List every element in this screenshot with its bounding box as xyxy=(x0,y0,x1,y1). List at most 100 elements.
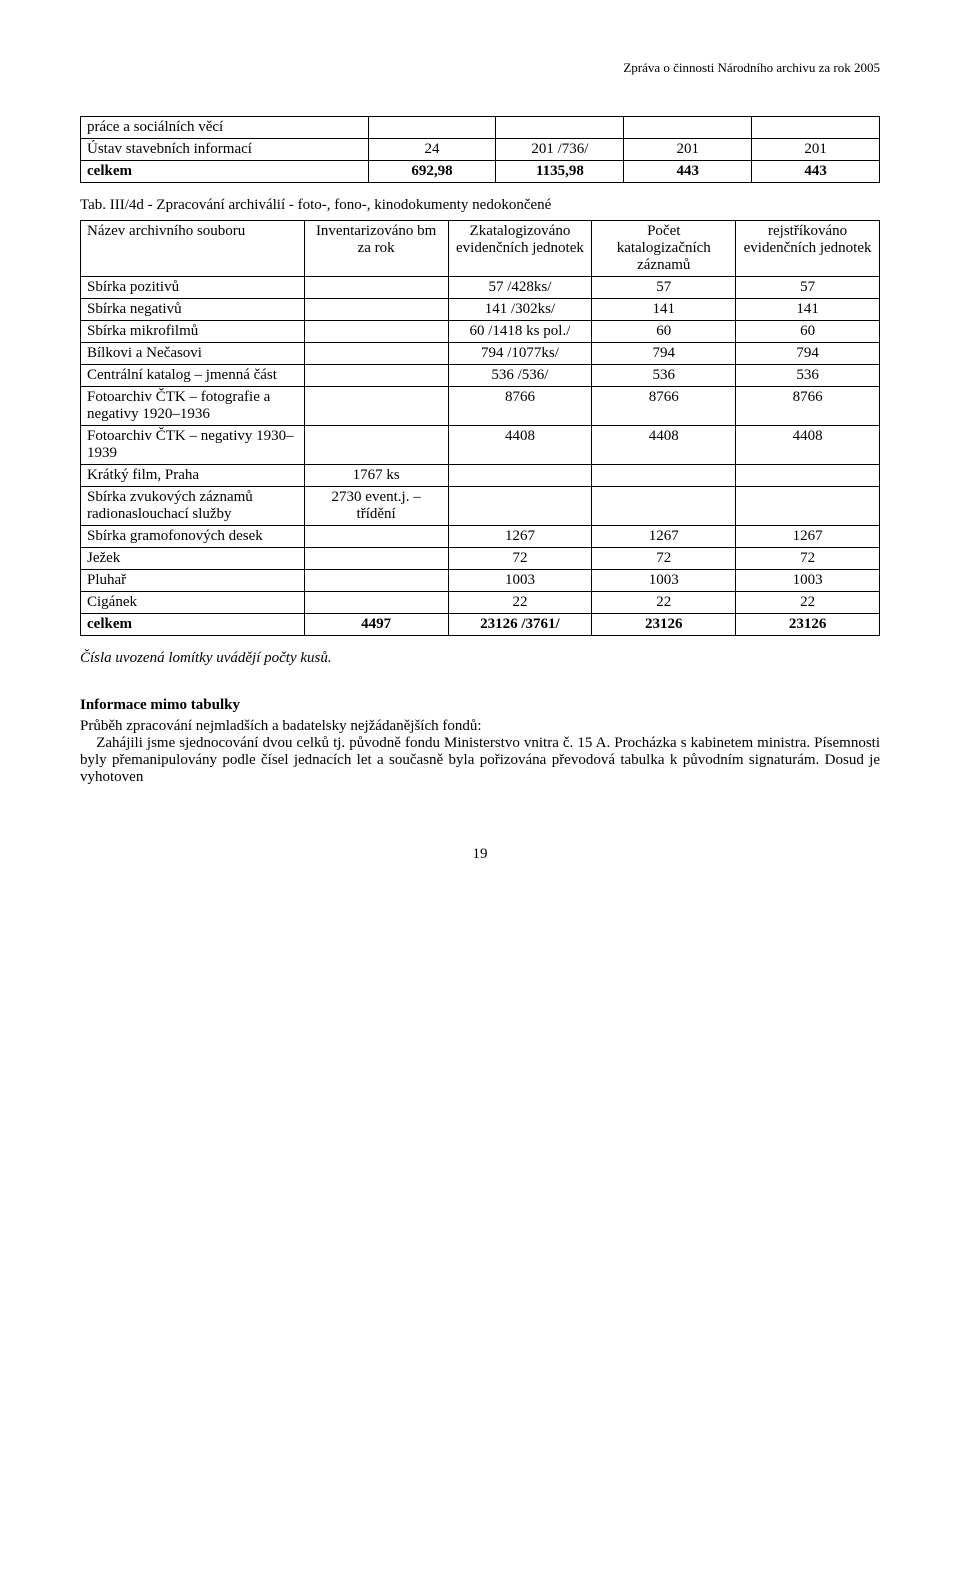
table-cell: 57 xyxy=(592,277,736,299)
table-cell: 22 xyxy=(736,592,880,614)
table-cell: 1003 xyxy=(736,570,880,592)
table-cell xyxy=(496,117,624,139)
table-cell: celkem xyxy=(81,614,305,636)
table-cell xyxy=(592,465,736,487)
table-cell xyxy=(304,548,448,570)
table-cell xyxy=(304,365,448,387)
table-cell: Krátký film, Praha xyxy=(81,465,305,487)
table-cell xyxy=(624,117,752,139)
table-cell: 1267 xyxy=(592,526,736,548)
table-continuation: práce a sociálních věcíÚstav stavebních … xyxy=(80,116,880,183)
table-cell: 141 xyxy=(736,299,880,321)
table-cell: Sbírka zvukových záznamů radionaslouchac… xyxy=(81,487,305,526)
table-note: Čísla uvozená lomítky uvádějí počty kusů… xyxy=(80,650,880,667)
table-cell: Sbírka gramofonových desek xyxy=(81,526,305,548)
table-row: Sbírka mikrofilmů60 /1418 ks pol./6060 xyxy=(81,321,880,343)
table2-caption: Tab. III/4d - Zpracování archiválií - fo… xyxy=(80,197,880,214)
table-cell: 23126 /3761/ xyxy=(448,614,592,636)
table-cell: 8766 xyxy=(736,387,880,426)
table-cell: 1003 xyxy=(592,570,736,592)
table-header-cell: Zkatalogizováno evidenčních jednotek xyxy=(448,221,592,277)
table-cell: 4497 xyxy=(304,614,448,636)
table-cell: 22 xyxy=(448,592,592,614)
table-header-cell: Inventarizováno bm za rok xyxy=(304,221,448,277)
table-cell: 72 xyxy=(592,548,736,570)
body-paragraph: Průběh zpracování nejmladších a badatels… xyxy=(80,718,880,786)
table-cell: 60 xyxy=(592,321,736,343)
table-row: Sbírka negativů141 /302ks/141141 xyxy=(81,299,880,321)
table-cell: 72 xyxy=(448,548,592,570)
table-cell xyxy=(304,321,448,343)
table-row: Bílkovi a Nečasovi794 /1077ks/794794 xyxy=(81,343,880,365)
table-cell: 57 /428ks/ xyxy=(448,277,592,299)
table-cell: Pluhař xyxy=(81,570,305,592)
table-cell: 692,98 xyxy=(368,161,496,183)
page-header-right: Zpráva o činnosti Národního archivu za r… xyxy=(80,60,880,76)
table-cell: 201 xyxy=(752,139,880,161)
table-cell: 443 xyxy=(624,161,752,183)
table-cell: 4408 xyxy=(448,426,592,465)
table-row: Krátký film, Praha1767 ks xyxy=(81,465,880,487)
table-cell xyxy=(592,487,736,526)
table-row: Centrální katalog – jmenná část536 /536/… xyxy=(81,365,880,387)
table-cell: práce a sociálních věcí xyxy=(81,117,369,139)
table-cell: 60 xyxy=(736,321,880,343)
table-cell: 1003 xyxy=(448,570,592,592)
table-row: Sbírka zvukových záznamů radionaslouchac… xyxy=(81,487,880,526)
table-cell xyxy=(736,465,880,487)
table-cell: Bílkovi a Nečasovi xyxy=(81,343,305,365)
table-cell: Sbírka pozitivů xyxy=(81,277,305,299)
table-cell: 72 xyxy=(736,548,880,570)
page-number: 19 xyxy=(80,846,880,863)
table-cell: 443 xyxy=(752,161,880,183)
table-cell: 23126 xyxy=(736,614,880,636)
table-cell xyxy=(304,299,448,321)
table-header-cell: Název archivního souboru xyxy=(81,221,305,277)
table-cell: 22 xyxy=(592,592,736,614)
table-cell: 1267 xyxy=(736,526,880,548)
table-row: Ústav stavebních informací24201 /736/201… xyxy=(81,139,880,161)
table-cell xyxy=(304,526,448,548)
table-row: celkem449723126 /3761/2312623126 xyxy=(81,614,880,636)
table-cell: 57 xyxy=(736,277,880,299)
table-cell xyxy=(752,117,880,139)
table-cell xyxy=(304,592,448,614)
table-cell: 536 xyxy=(592,365,736,387)
table-cell: 2730 event.j. – třídění xyxy=(304,487,448,526)
table-cell: 536 /536/ xyxy=(448,365,592,387)
table-cell: 23126 xyxy=(592,614,736,636)
table-cell xyxy=(736,487,880,526)
table-cell: Sbírka negativů xyxy=(81,299,305,321)
table-cell: 8766 xyxy=(448,387,592,426)
table-cell: 201 /736/ xyxy=(496,139,624,161)
table-cell: 1767 ks xyxy=(304,465,448,487)
table-cell: Fotoarchiv ČTK – negativy 1930–1939 xyxy=(81,426,305,465)
table-cell: 201 xyxy=(624,139,752,161)
table-cell xyxy=(304,570,448,592)
table-cell: 4408 xyxy=(736,426,880,465)
table-cell: 60 /1418 ks pol./ xyxy=(448,321,592,343)
table-header-cell: rejstříkováno evidenčních jednotek xyxy=(736,221,880,277)
table-header-cell: Počet katalogizačních záznamů xyxy=(592,221,736,277)
table-cell: 141 xyxy=(592,299,736,321)
table-row: Sbírka pozitivů 57 /428ks/5757 xyxy=(81,277,880,299)
table-row: Ježek727272 xyxy=(81,548,880,570)
table-cell: Sbírka mikrofilmů xyxy=(81,321,305,343)
table-row: Fotoarchiv ČTK – negativy 1930–1939 4408 4… xyxy=(81,426,880,465)
table-cell: 24 xyxy=(368,139,496,161)
table-archival-processing: Název archivního souboruInventarizováno … xyxy=(80,220,880,636)
table-cell: 794 /1077ks/ xyxy=(448,343,592,365)
table-cell xyxy=(304,277,448,299)
table-cell: 794 xyxy=(592,343,736,365)
table-cell xyxy=(368,117,496,139)
table-cell: Ústav stavebních informací xyxy=(81,139,369,161)
table-cell xyxy=(448,487,592,526)
table-row: Sbírka gramofonových desek126712671267 xyxy=(81,526,880,548)
table-row: práce a sociálních věcí xyxy=(81,117,880,139)
table-row: celkem692,981135,98443443 xyxy=(81,161,880,183)
table-cell: Ježek xyxy=(81,548,305,570)
table-cell: Fotoarchiv ČTK – fotografie a negativy 1… xyxy=(81,387,305,426)
table-cell: celkem xyxy=(81,161,369,183)
table-cell: Cigánek xyxy=(81,592,305,614)
table-cell: 8766 xyxy=(592,387,736,426)
